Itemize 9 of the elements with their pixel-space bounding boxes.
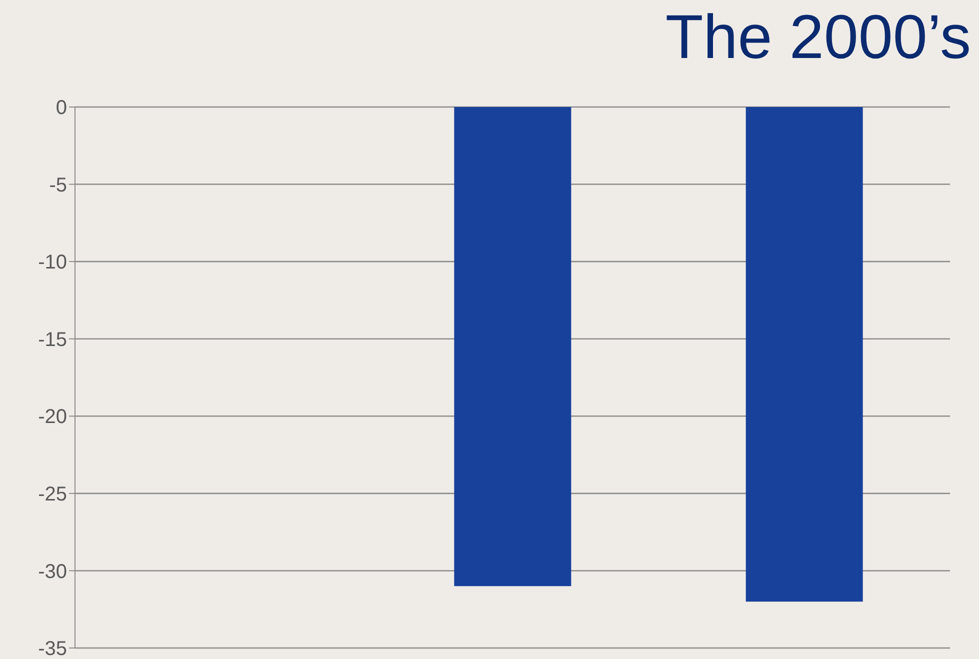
y-tick-label: -5 bbox=[49, 174, 67, 196]
y-tick-label: -10 bbox=[38, 252, 67, 274]
y-tick-label: -35 bbox=[38, 638, 67, 659]
y-tick-label: -25 bbox=[38, 484, 67, 506]
y-tick-label: -30 bbox=[38, 560, 67, 583]
y-tick-label: 0 bbox=[56, 97, 67, 120]
chart-title: The 2000’s bbox=[665, 3, 971, 72]
y-tick-label: -15 bbox=[38, 328, 67, 351]
y-tick-label: -20 bbox=[38, 406, 67, 428]
